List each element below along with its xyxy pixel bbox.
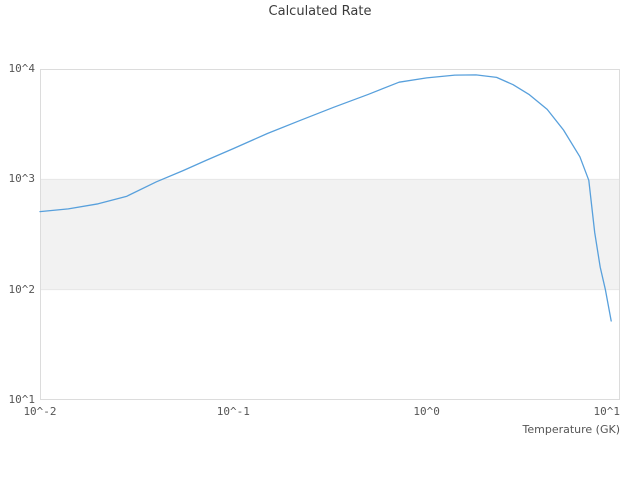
plot-border bbox=[40, 69, 620, 400]
x-tick-label: 10^1 bbox=[593, 405, 621, 418]
x-tick-label: 10^-2 bbox=[23, 405, 57, 418]
rate-line bbox=[39, 74, 612, 322]
y-tick-label: 10^1 bbox=[8, 393, 36, 406]
chart-title: Calculated Rate bbox=[268, 4, 372, 19]
y-tick-label: 10^2 bbox=[8, 282, 36, 296]
y-tick-label: 10^3 bbox=[8, 172, 36, 186]
highlight-band bbox=[40, 179, 620, 290]
x-tick-label: 10^0 bbox=[413, 405, 440, 418]
y-tick-label: 10^4 bbox=[8, 62, 36, 75]
x-tick-label: 10^-1 bbox=[216, 405, 250, 418]
x-axis-label: Temperature (GK) bbox=[522, 423, 621, 436]
